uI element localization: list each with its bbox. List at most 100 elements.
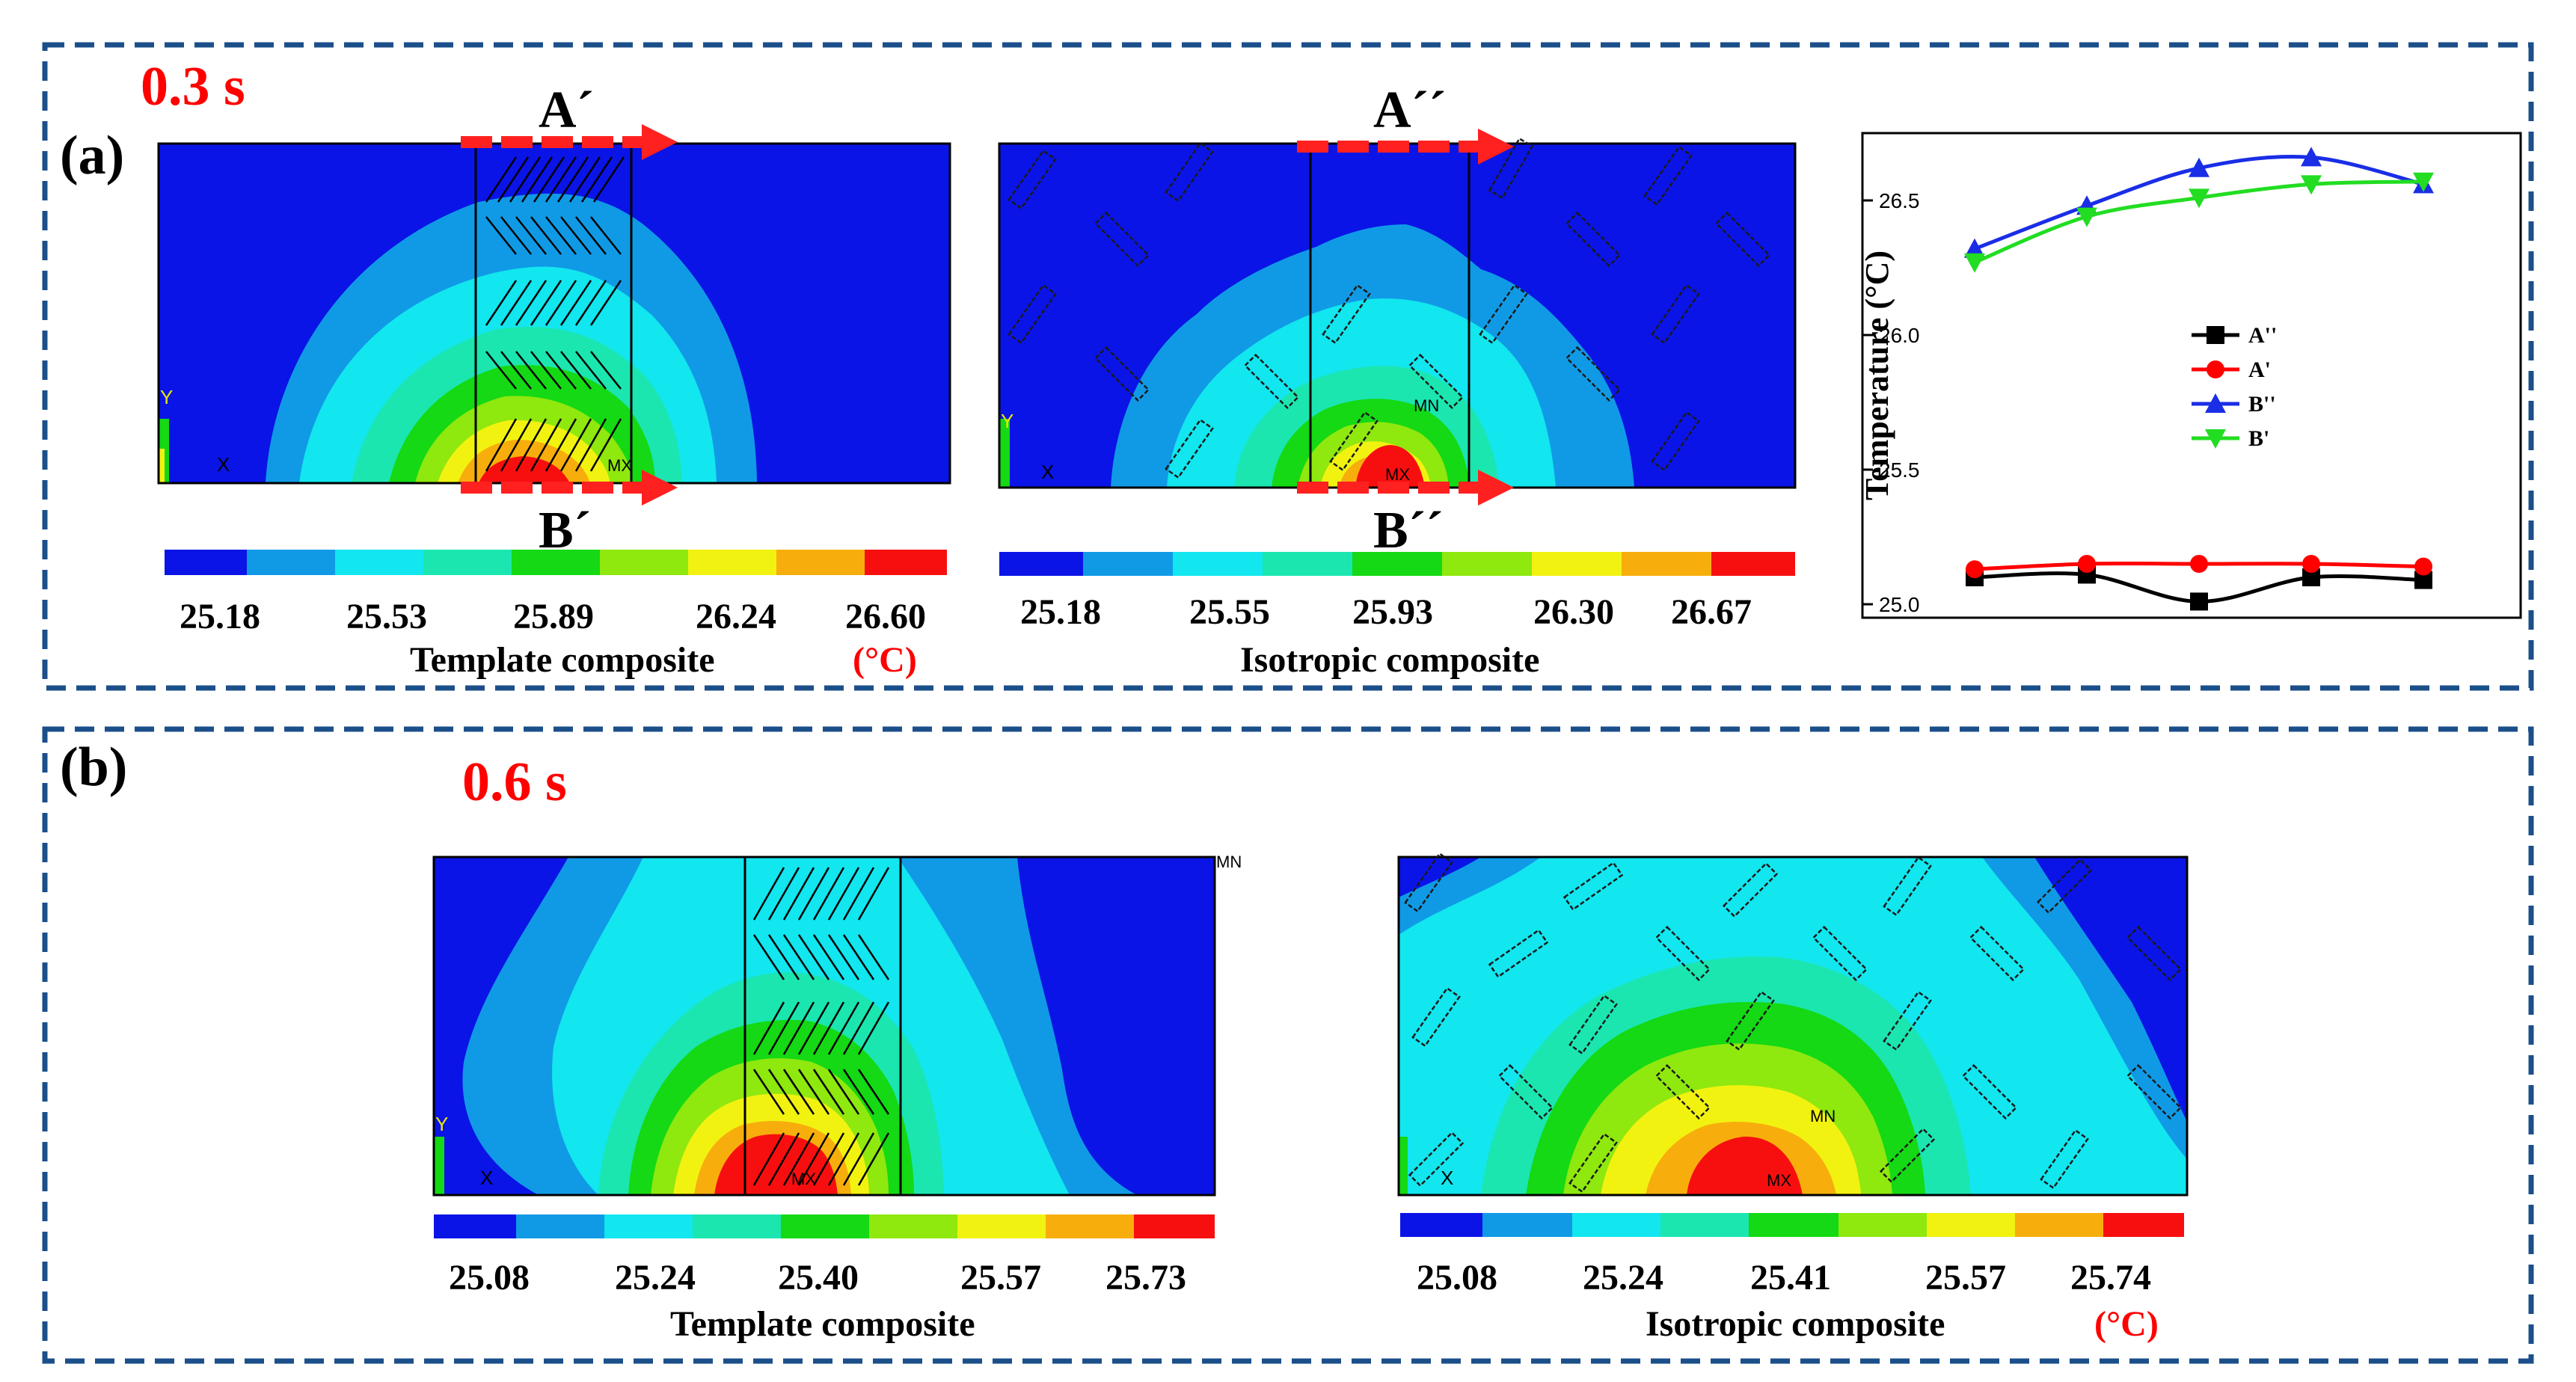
contour-isotropic-0-6s xyxy=(1399,857,2187,1195)
data-point xyxy=(2189,188,2209,209)
data-point xyxy=(2189,157,2209,177)
caption-template: Template composite xyxy=(670,1304,975,1344)
y-tick-label: 26.5 xyxy=(1879,189,1920,212)
y-tick-label: 25.5 xyxy=(1879,458,1920,482)
scale-label: 25.40 xyxy=(778,1258,859,1297)
axis-x-marker: X xyxy=(480,1167,493,1189)
scale-label: 26.60 xyxy=(845,597,926,636)
data-point xyxy=(2205,393,2226,413)
min-marker: MN xyxy=(1216,853,1242,871)
data-point xyxy=(1964,238,1985,258)
data-point xyxy=(2207,326,2224,344)
contour-template-0-6s xyxy=(434,857,1215,1195)
colorbar-a-template xyxy=(165,550,947,575)
min-marker: MN xyxy=(1414,396,1439,415)
scale-label: 25.18 xyxy=(1020,592,1101,632)
section-arrow-top xyxy=(461,124,678,160)
min-marker: MN xyxy=(1810,1107,1836,1125)
scale-label: 26.67 xyxy=(1671,592,1752,632)
chart-y-ticks: 25.0 25.5 26.0 26.5 xyxy=(1862,189,1920,616)
legend-label: A'' xyxy=(2248,323,2277,348)
scale-label: 25.73 xyxy=(1105,1258,1186,1297)
contour-isotropic-border xyxy=(1397,856,2189,1197)
scale-label: 25.57 xyxy=(1925,1258,2006,1297)
axis-y-marker: Y xyxy=(435,1113,448,1135)
data-point xyxy=(2190,555,2208,573)
chart-series-group xyxy=(1964,147,2434,611)
panel-a-frame xyxy=(42,42,2534,691)
section-arrow-bottom xyxy=(461,470,678,506)
y-tick-label: 25.0 xyxy=(1879,593,1920,616)
scale-label: 26.24 xyxy=(696,597,776,636)
data-point xyxy=(2301,147,2322,167)
legend-label: B'' xyxy=(2248,392,2276,417)
colorbar-b-isotropic xyxy=(1400,1213,2184,1237)
scale-label: 25.57 xyxy=(960,1258,1041,1297)
axis-x-marker: X xyxy=(217,453,230,476)
iso-band xyxy=(479,456,570,483)
data-point xyxy=(2301,175,2322,195)
unit-label: (°C) xyxy=(2094,1304,2159,1344)
scale-label: 25.08 xyxy=(449,1258,530,1297)
axis-x-marker: X xyxy=(1041,461,1054,483)
panel-a-label: (a) xyxy=(60,125,124,186)
data-point xyxy=(2076,207,2097,227)
scale-label: 26.30 xyxy=(1533,592,1614,632)
colorbar-a-isotropic xyxy=(999,552,1795,576)
scale-label: 25.74 xyxy=(2070,1258,2151,1297)
unit-label: (°C) xyxy=(853,640,917,680)
oriented-fibers xyxy=(752,867,890,1186)
data-point xyxy=(1966,560,1984,579)
caption-template: Template composite xyxy=(410,640,715,680)
scale-label: 25.41 xyxy=(1750,1258,1831,1297)
legend-label: B' xyxy=(2248,426,2269,451)
scale-label: 25.55 xyxy=(1189,592,1270,632)
caption-isotropic: Isotropic composite xyxy=(1646,1304,1945,1344)
scale-label: 25.53 xyxy=(346,597,427,636)
max-marker: MX xyxy=(1767,1171,1791,1190)
axis-y-marker: Y xyxy=(1001,410,1013,432)
data-point xyxy=(2190,592,2208,611)
legend-label: A' xyxy=(2248,357,2271,382)
section-label-bottom: B´´ xyxy=(1373,502,1443,559)
temperature-chart: 25.0 25.5 26.0 26.5 Temperature (°C) A'' A' B… xyxy=(1859,132,2522,619)
y-tick-label: 26.0 xyxy=(1879,324,1920,347)
iso-band xyxy=(1687,1136,1803,1195)
scale-label: 25.08 xyxy=(1417,1258,1497,1297)
scale-label: 25.89 xyxy=(513,597,594,636)
data-point xyxy=(1964,253,1985,273)
chart-y-axis-label: Temperature (°C) xyxy=(1859,251,1895,500)
chart-legend: A'' A' B'' B' xyxy=(2192,323,2277,451)
colorbar-b-template xyxy=(434,1214,1215,1238)
data-point xyxy=(2078,555,2096,573)
iso-band xyxy=(2034,857,2187,1122)
scale-label: 25.24 xyxy=(615,1258,696,1297)
data-point xyxy=(2205,429,2226,449)
chart-plot-area xyxy=(1861,132,2522,619)
scale-label: 25.93 xyxy=(1352,592,1433,632)
random-fibers xyxy=(1404,852,2183,1194)
caption-isotropic: Isotropic composite xyxy=(1240,640,1539,680)
data-point xyxy=(2207,360,2224,378)
panel-b-time: 0.6 s xyxy=(462,752,567,813)
data-point xyxy=(2302,555,2320,573)
data-point xyxy=(2413,172,2434,192)
oriented-fibers xyxy=(485,156,625,472)
scale-label: 25.18 xyxy=(180,597,260,636)
data-point xyxy=(2414,557,2432,576)
max-marker: MX xyxy=(791,1170,816,1188)
random-fibers xyxy=(1008,137,1771,479)
contour-template-0-3s xyxy=(159,144,950,483)
axis-x-marker: X xyxy=(1441,1167,1453,1189)
section-arrow-bottom xyxy=(1297,470,1514,506)
panel-b-frame xyxy=(42,726,2534,1364)
axis-y-marker: Y xyxy=(160,386,173,408)
scale-label: 25.24 xyxy=(1583,1258,1663,1297)
panel-b-label: (b) xyxy=(60,737,127,798)
max-marker: MX xyxy=(1385,465,1410,484)
panel-a-time: 0.3 s xyxy=(141,56,245,117)
max-marker: MX xyxy=(607,456,632,475)
section-label-top: A´ xyxy=(539,82,594,139)
iso-band xyxy=(1355,445,1425,488)
